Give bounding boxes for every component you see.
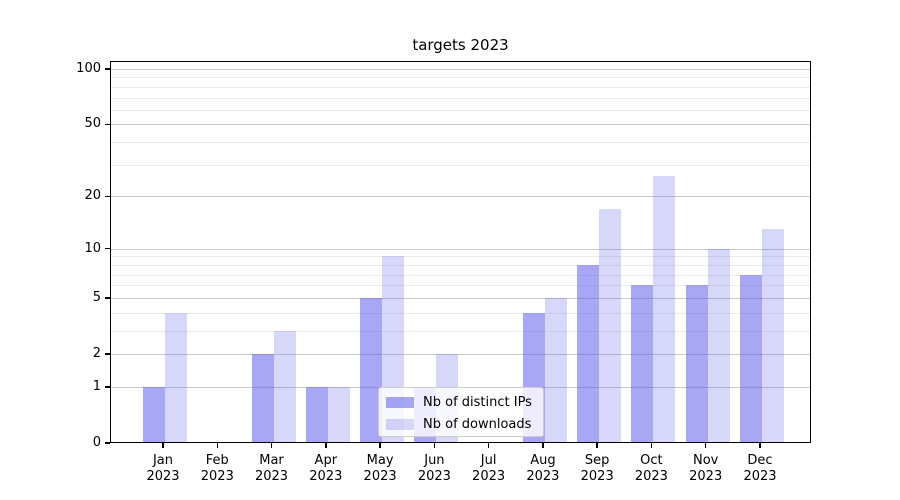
x-tick-label: Sep 2023	[580, 453, 614, 484]
bar-distinct-ips	[360, 297, 383, 443]
x-tick-label: Mar 2023	[254, 453, 289, 484]
x-tick-label: Jan 2023	[146, 453, 180, 484]
major-gridline	[110, 196, 811, 198]
x-tick-label: May 2023	[363, 453, 397, 484]
x-tick-mark	[325, 443, 327, 448]
minor-gridline	[110, 274, 811, 276]
plot-area: Nb of distinct IPs Nb of downloads	[105, 61, 811, 448]
bar-downloads	[273, 330, 296, 443]
bar-distinct-ips	[577, 264, 600, 443]
x-tick-label: Apr 2023	[309, 453, 343, 484]
y-tick-label: 10	[84, 240, 101, 256]
minor-gridline	[110, 86, 811, 88]
bar-distinct-ips	[740, 274, 762, 443]
y-tick-mark	[105, 386, 110, 388]
minor-gridline	[110, 77, 811, 79]
x-tick-mark	[270, 443, 273, 448]
legend-label-downloads: Nb of downloads	[423, 416, 532, 432]
major-gridline	[110, 69, 811, 70]
minor-gridline	[110, 97, 811, 99]
x-tick-label: Jul 2023	[472, 453, 506, 484]
bar-downloads	[762, 229, 784, 443]
minor-gridline	[110, 285, 811, 287]
y-tick-label: 0	[92, 435, 101, 450]
bar-downloads	[544, 297, 567, 443]
y-tick-label: 2	[92, 346, 101, 361]
legend-row: Nb of downloads	[386, 413, 543, 435]
minor-gridline	[110, 256, 811, 258]
bar-distinct-ips	[685, 285, 708, 443]
y-tick-mark	[105, 442, 110, 444]
x-tick-label: Feb 2023	[200, 453, 234, 484]
y-tick-label: 20	[84, 188, 101, 204]
bar-downloads	[707, 248, 730, 443]
x-tick-mark	[542, 443, 544, 448]
x-tick-label: Aug 2023	[526, 453, 560, 484]
bar-distinct-ips	[631, 285, 654, 443]
x-tick-label: Jun 2023	[417, 453, 451, 484]
major-gridline	[110, 354, 811, 355]
x-tick-mark	[704, 443, 707, 448]
minor-gridline	[110, 164, 811, 166]
legend-label-distinct-ips: Nb of distinct IPs	[423, 394, 532, 410]
legend-swatch-downloads	[386, 418, 414, 430]
x-tick-mark	[759, 443, 761, 448]
x-tick-mark	[216, 443, 219, 448]
x-tick-mark	[162, 443, 164, 448]
legend-swatch-distinct-ips	[386, 396, 414, 408]
bar-downloads	[165, 312, 187, 443]
legend: Nb of distinct IPs Nb of downloads	[378, 387, 544, 437]
x-tick-mark	[433, 443, 436, 448]
minor-gridline	[110, 312, 811, 314]
minor-gridline	[110, 142, 811, 143]
y-tick-mark	[105, 247, 110, 250]
major-gridline	[110, 248, 811, 250]
bar-distinct-ips	[143, 386, 165, 443]
minor-gridline	[110, 330, 811, 332]
x-tick-mark	[487, 443, 490, 448]
chart-title: targets 2023	[412, 36, 509, 54]
y-tick-mark	[105, 123, 110, 126]
bar-downloads	[599, 208, 622, 443]
y-tick-mark	[105, 297, 110, 299]
y-tick-label: 1	[92, 378, 101, 394]
major-gridline	[110, 297, 811, 299]
y-tick-label: 5	[92, 289, 101, 305]
x-tick-label: Nov 2023	[689, 453, 723, 484]
y-tick-mark	[105, 68, 110, 70]
minor-gridline	[110, 109, 811, 111]
y-tick-mark	[105, 353, 110, 355]
legend-row: Nb of distinct IPs	[386, 391, 543, 413]
bar-distinct-ips	[305, 386, 328, 443]
y-tick-mark	[105, 195, 110, 198]
bar-distinct-ips	[251, 354, 274, 443]
x-tick-mark	[650, 443, 653, 448]
x-tick-label: Dec 2023	[743, 453, 777, 484]
minor-gridline	[110, 264, 811, 266]
x-tick-mark	[596, 443, 598, 448]
x-tick-mark	[379, 443, 381, 448]
bar-downloads	[653, 175, 676, 443]
y-tick-label: 100	[76, 61, 101, 76]
bar-downloads	[327, 386, 350, 443]
y-tick-label: 50	[84, 116, 101, 132]
x-tick-label: Oct 2023	[634, 453, 668, 484]
major-gridline	[110, 124, 811, 126]
